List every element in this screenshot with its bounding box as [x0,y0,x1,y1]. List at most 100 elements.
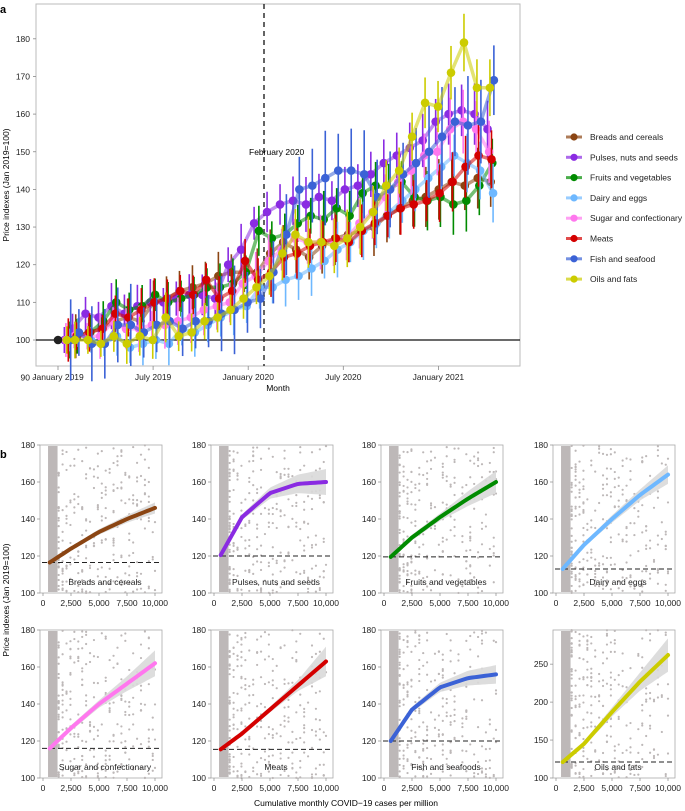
scatter-point [299,766,302,769]
scatter-point [295,521,298,524]
scatter-point [283,682,286,686]
legend-label: Fruits and vegetables [590,173,671,183]
scatter-point [81,579,84,582]
data-point [175,286,185,296]
scatter-point [65,690,68,693]
scatter-point [617,776,620,779]
y-tick-label: 120 [192,551,206,561]
scatter-point [418,709,421,713]
scatter-point [664,533,667,536]
scatter-point [81,678,84,681]
data-point [366,170,376,179]
scatter-point [410,503,413,506]
data-point [446,68,456,77]
x-tick-label: 2,500 [60,598,82,608]
scatter-point [570,646,573,649]
scatter-point [303,727,306,730]
y-tick-label: 250 [534,659,548,669]
scatter-point [96,729,99,732]
scatter-point [248,737,251,740]
scatter-point [228,765,231,768]
scatter-point [645,687,648,690]
scatter-point [252,454,255,457]
x-tick-label: 0 [554,783,559,793]
scatter-point [57,771,60,774]
scatter-point [69,671,72,675]
scatter-point [449,639,452,642]
fit-line [218,659,328,752]
scatter-point [656,454,660,457]
scatter-point [303,707,306,710]
scatter-point [112,539,115,542]
data-point [292,249,302,258]
scatter-point [570,564,573,567]
scatter-point [398,495,401,498]
data-point [483,124,492,134]
scatter-point [318,575,321,578]
scatter-point [641,590,644,593]
scatter-point [429,459,433,462]
scatter-point [108,582,111,585]
scatter-point [582,678,585,681]
scatter-point [437,735,440,738]
scatter-point [410,448,413,451]
scatter-point [586,643,589,646]
data-point [223,260,233,270]
x-tick-label: January 2020 [222,372,274,382]
scatter-point [240,535,243,539]
scatter-point [629,721,632,725]
scatter-point [287,552,290,555]
x-tick-label: 2,500 [231,783,253,793]
scatter-point [271,734,274,737]
scatter-point [613,642,616,645]
scatter-point [236,634,239,637]
scatter-point [648,547,652,550]
scatter-point [61,711,64,714]
y-tick-label: 120 [362,736,376,746]
scatter-point [259,591,263,594]
scatter-point [582,526,585,530]
scatter-point [601,576,605,579]
scatter-point [488,767,491,770]
scatter-point [65,522,68,525]
scatter-point [594,579,597,582]
scatter-point [598,447,601,450]
scatter-point [441,658,444,662]
scatter-point [287,682,290,685]
scatter-point [590,672,593,675]
data-point [489,75,499,85]
scatter-point [73,630,76,633]
scatter-point [656,683,660,686]
scatter-point [574,505,577,508]
scatter-point [418,499,421,502]
scatter-point [398,743,401,747]
scatter-point [473,772,476,775]
scatter-point [267,591,270,594]
scatter-point [629,772,632,776]
scatter-point [574,478,577,481]
data-point [353,181,363,190]
scatter-point [398,635,401,639]
scatter-point [570,637,573,640]
scatter-point [441,473,444,477]
scatter-point [570,714,573,717]
scatter-point [465,685,468,688]
scatter-point [104,575,107,579]
scatter-point [120,763,123,766]
scatter-point [124,471,127,474]
scatter-point [116,646,119,649]
data-point [320,173,330,183]
scatter-point [402,698,405,701]
data-point [308,181,317,190]
scatter-point [406,664,409,667]
scatter-point [252,770,255,773]
scatter-point [92,748,96,751]
scatter-point [406,746,409,749]
y-tick-label: 180 [21,625,35,635]
scatter-point [484,775,488,778]
scatter-point [429,507,433,510]
scatter-point [275,583,278,586]
scatter-point [81,647,84,650]
scatter-point [578,772,581,776]
scatter-point [228,471,231,474]
